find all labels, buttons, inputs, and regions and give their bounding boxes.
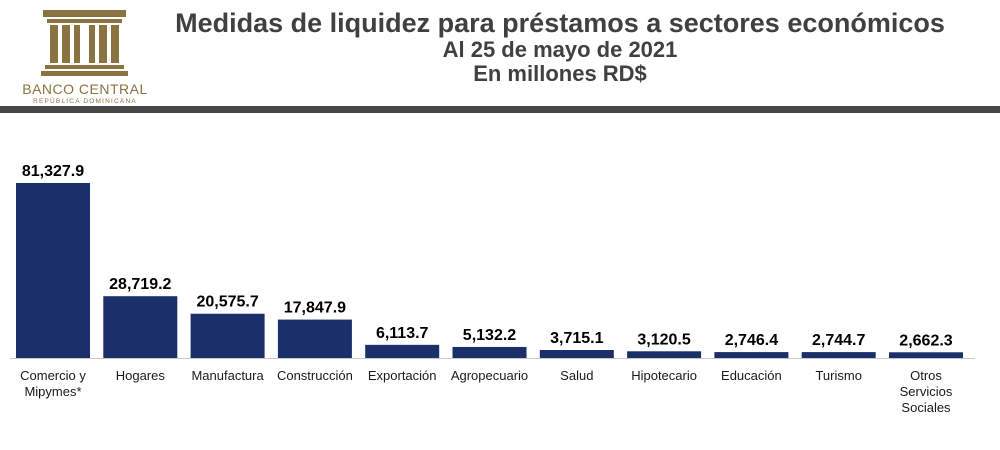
bar-value-label-3: 17,847.9 [284,300,346,317]
bar-value-label-5: 5,132.2 [463,327,516,344]
bar-chart: 81,327.9 Comercio y Mipymes* 28,719.2 Hogare… [10,163,975,415]
bar-2 [190,313,265,358]
bar-7 [627,351,702,358]
bar-value-label-6: 3,715.1 [550,330,603,347]
category-label-8: Educación [721,368,782,383]
bank-logo-text: BANCO CENTRAL REPÚBLICA DOMINICANA [10,81,160,107]
bar-5 [452,346,527,358]
category-label-4: Exportación [368,368,437,383]
category-label-3: Construcción [277,368,353,383]
bar-9 [801,352,876,358]
bank-building-icon [41,10,128,76]
bars-group: 81,327.9 Comercio y Mipymes* 28,719.2 Hogare… [16,163,963,415]
chart-date: Al 25 de mayo de 2021 [442,37,678,62]
chart-units: En millones RD$ [473,61,647,86]
category-label-1: Hogares [116,368,166,383]
bar-value-label-4: 6,113.7 [376,325,429,342]
bar-6 [539,350,614,358]
bar-value-label-8: 2,746.4 [725,332,778,349]
bar-value-label-9: 2,744.7 [812,332,865,349]
category-label-7: Hipotecario [631,368,697,383]
bar-value-label-7: 3,120.5 [637,331,690,348]
category-label-10: Otros Servicios Sociales [900,368,953,415]
bar-1 [103,296,178,358]
bar-10 [889,352,963,358]
header: Medidas de liquidez para préstamos a sec… [130,8,990,86]
bar-0 [16,183,90,358]
bank-logo: BANCO CENTRAL REPÚBLICA DOMINICANA [10,8,160,108]
bar-value-label-2: 20,575.7 [196,294,258,311]
bar-4 [365,344,440,358]
bar-value-label-1: 28,719.2 [109,276,171,293]
category-label-0: Comercio y Mipymes* [20,368,86,399]
bar-value-label-0: 81,327.9 [22,163,84,180]
bank-name: BANCO CENTRAL [22,81,148,97]
chart-title: Medidas de liquidez para préstamos a sec… [175,8,945,38]
category-label-5: Agropecuario [451,368,528,383]
bank-subname: REPÚBLICA DOMINICANA [33,98,137,105]
category-label-2: Manufactura [191,368,264,383]
header-divider [0,106,1000,113]
bar-value-label-10: 2,662.3 [899,332,952,349]
category-label-6: Salud [560,368,593,383]
bar-3 [277,319,352,358]
category-label-9: Turismo [815,368,861,383]
bar-8 [714,352,789,358]
